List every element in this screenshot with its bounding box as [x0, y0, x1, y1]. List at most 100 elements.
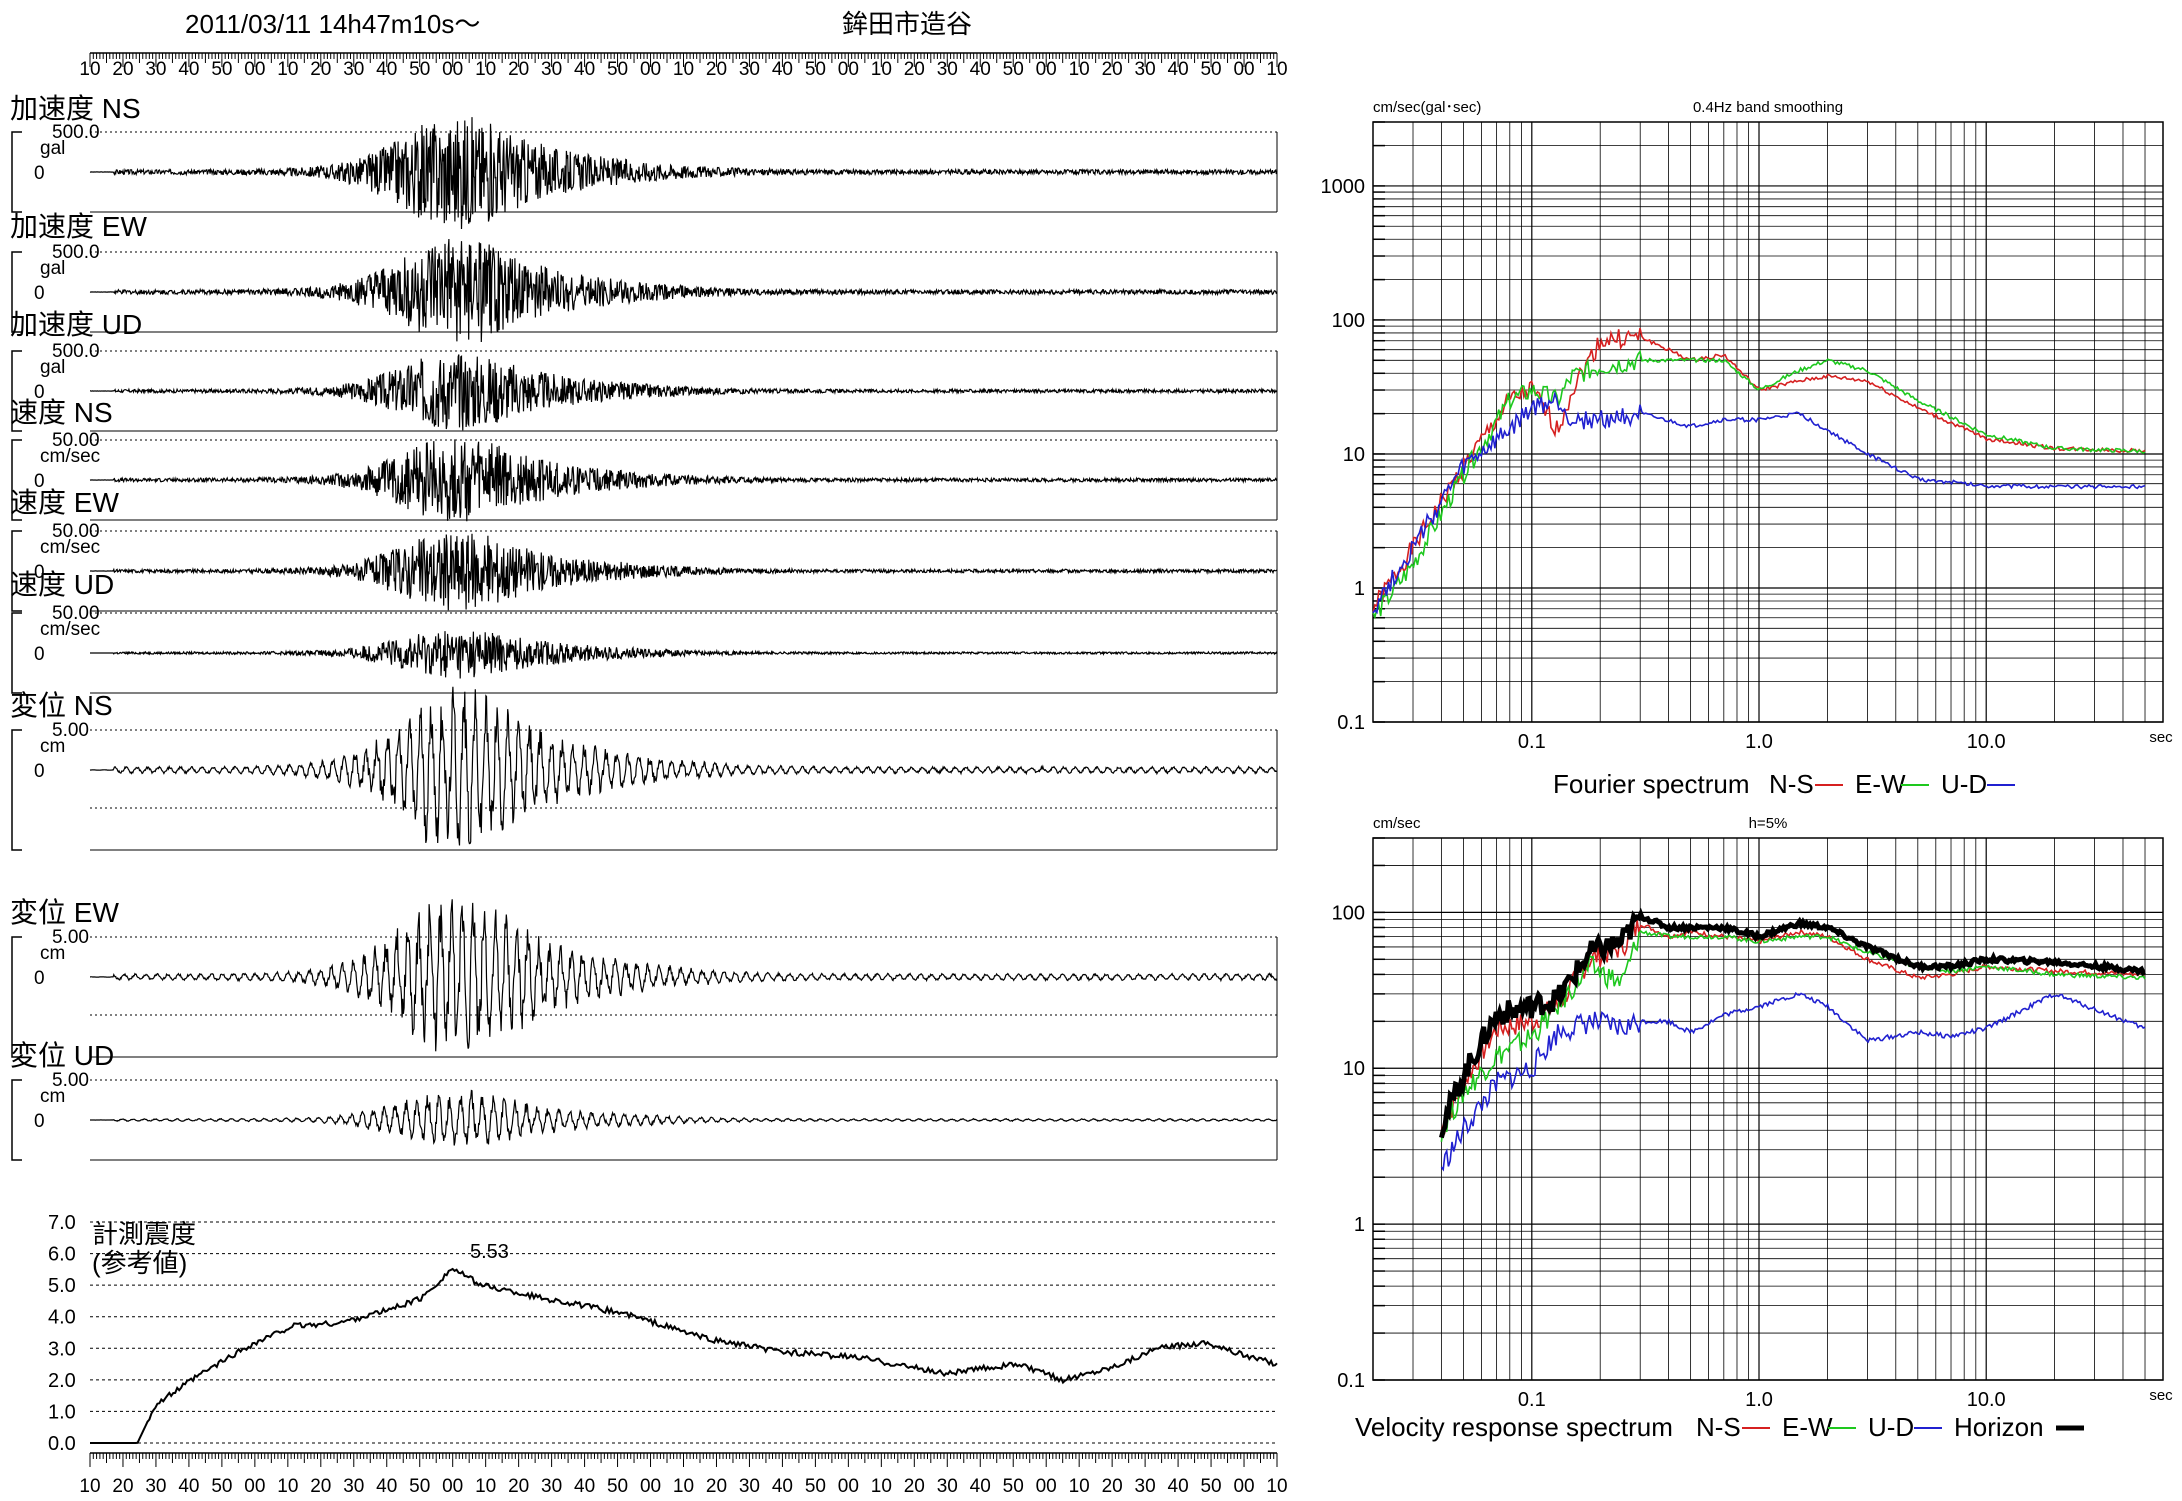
waveform-scale: 500.0: [52, 242, 100, 263]
time-tick-label: 30: [937, 59, 958, 80]
series-u-d: [1372, 390, 2146, 615]
legend-title: Velocity response spectrum: [1355, 1412, 1673, 1442]
waveform-bracket: [11, 251, 22, 333]
time-tick-label: 20: [1102, 1476, 1123, 1497]
waveform-unit: gal: [40, 138, 65, 159]
time-tick-label: 50: [607, 59, 628, 80]
time-tick-label: 00: [838, 1476, 859, 1497]
time-tick-label: 40: [376, 59, 397, 80]
time-tick-label: 00: [244, 1476, 265, 1497]
time-tick-label: 10: [1069, 1476, 1090, 1497]
time-tick-label: 00: [1233, 1476, 1254, 1497]
waveform-title: 変位 NS: [10, 690, 113, 721]
time-tick-label: 30: [145, 59, 166, 80]
chart-subtitle: h=5%: [1749, 815, 1788, 832]
waveform-scale: 500.0: [52, 341, 100, 362]
time-tick-label: 10: [475, 59, 496, 80]
time-tick-label: 00: [1036, 59, 1057, 80]
time-tick-label: 30: [343, 1476, 364, 1497]
time-tick-label: 50: [211, 1476, 232, 1497]
waveform-trace: [89, 238, 1278, 343]
chart-subtitle: 0.4Hz band smoothing: [1693, 99, 1843, 116]
time-tick-label: 50: [805, 1476, 826, 1497]
time-tick-label: 10: [277, 59, 298, 80]
time-axis-bottom: 10 20 30 40 50 00 10 20 30 40 50 00 10 20 30 40 50 00 10 20…: [79, 1452, 1288, 1497]
intensity-tick-label: 0.0: [48, 1433, 76, 1455]
time-tick-label: 10: [871, 59, 892, 80]
intensity-tick-label: 1.0: [48, 1401, 76, 1423]
waveform-unit: cm/sec: [40, 619, 100, 640]
waveform-scale: 500.0: [52, 122, 100, 143]
time-tick-label: 00: [1036, 1476, 1057, 1497]
y-tick-label: 10: [1343, 1058, 1365, 1080]
time-tick-label: 50: [409, 59, 430, 80]
waveform-title: 加速度 NS: [10, 93, 141, 124]
time-tick-label: 00: [838, 59, 859, 80]
time-tick-label: 20: [310, 59, 331, 80]
header-station: 鉾田市造谷: [842, 9, 972, 39]
waveform-title: 変位 EW: [10, 897, 119, 928]
time-tick-label: 50: [211, 59, 232, 80]
legend-title: Fourier spectrum: [1553, 769, 1750, 799]
time-tick-label: 30: [739, 59, 760, 80]
intensity-panel: 0.0 1.0 2.0 3.0 4.0 5.0 6.0 7.0 計測震度(参考値) 5.53: [48, 1212, 1278, 1455]
waveform-title: 速度 NS: [10, 397, 113, 428]
waveform-unit: cm/sec: [40, 537, 100, 558]
time-tick-label: 30: [343, 59, 364, 80]
waveform-unit: cm/sec: [40, 446, 100, 467]
time-tick-label: 40: [772, 1476, 793, 1497]
time-tick-label: 30: [145, 1476, 166, 1497]
waveform-trace: [89, 686, 1278, 846]
waveform-trace: [90, 354, 1278, 431]
waveform-bracket: [11, 350, 22, 432]
y-tick-label: 0.1: [1337, 1370, 1365, 1392]
waveform-trace: [90, 1089, 1278, 1146]
waveform-scale: 5.00: [52, 927, 89, 948]
y-axis-label: cm/sec(gal･sec): [1373, 99, 1481, 116]
waveform-zero: 0: [34, 562, 45, 583]
y-tick-label: 100: [1332, 902, 1365, 924]
intensity-peak-label: 5.53: [470, 1241, 509, 1263]
x-tick-label: 1.0: [1745, 1389, 1773, 1411]
legend-label: N-S: [1769, 769, 1814, 799]
intensity-tick-label: 7.0: [48, 1212, 76, 1234]
waveform-unit: cm: [40, 1086, 65, 1107]
waveform-scale: 5.00: [52, 1070, 89, 1091]
time-tick-label: 50: [805, 59, 826, 80]
time-tick-label: 40: [574, 59, 595, 80]
waveform-bracket: [11, 936, 22, 1058]
x-tick-label: 10.0: [1967, 1389, 2006, 1411]
legend-label: E-W: [1855, 769, 1906, 799]
waveform-trace: [90, 899, 1278, 1052]
time-tick-label: 10: [871, 1476, 892, 1497]
time-tick-label: 40: [772, 59, 793, 80]
time-tick-label: 20: [1102, 59, 1123, 80]
waveform-unit: cm: [40, 943, 65, 964]
time-tick-label: 50: [1200, 1476, 1221, 1497]
time-tick-label: 50: [409, 1476, 430, 1497]
time-tick-label: 10: [1266, 59, 1287, 80]
waveform-trace: [90, 631, 1278, 679]
time-tick-label: 50: [1003, 1476, 1024, 1497]
y-tick-label: 1000: [1321, 176, 1366, 198]
time-tick-label: 00: [442, 1476, 463, 1497]
waveform-trace: [89, 117, 1278, 230]
intensity-tick-label: 6.0: [48, 1244, 76, 1266]
legend-label: U-D: [1868, 1412, 1914, 1442]
x-tick-label: 0.1: [1518, 731, 1546, 753]
time-tick-label: 20: [706, 59, 727, 80]
waveform-unit: gal: [40, 258, 65, 279]
waveform-bracket: [11, 131, 22, 213]
time-tick-label: 40: [178, 1476, 199, 1497]
intensity-tick-label: 5.0: [48, 1275, 76, 1297]
intensity-label-2: (参考値): [92, 1248, 187, 1278]
time-tick-label: 10: [79, 59, 100, 80]
time-tick-label: 30: [1135, 1476, 1156, 1497]
time-tick-label: 10: [1069, 59, 1090, 80]
time-tick-label: 00: [244, 59, 265, 80]
time-tick-label: 00: [640, 59, 661, 80]
